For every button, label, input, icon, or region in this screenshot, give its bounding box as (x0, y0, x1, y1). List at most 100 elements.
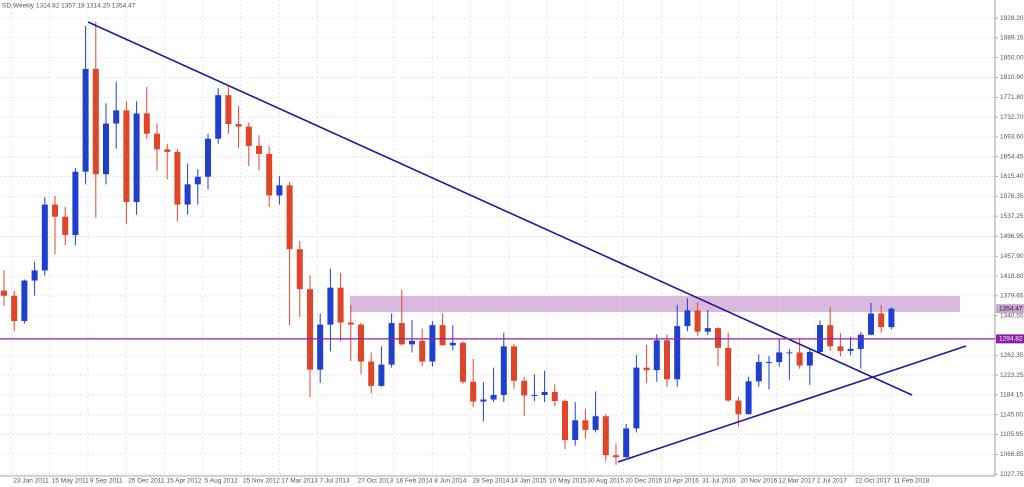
y-tick-label: 1771.80 (1000, 94, 1024, 101)
candle-body (82, 68, 89, 172)
y-tick-label: 1732.70 (1000, 114, 1024, 121)
price-label-box (996, 304, 1024, 314)
candle-body (225, 95, 232, 125)
candle-body (766, 362, 772, 364)
candle-body (684, 310, 691, 327)
candle-body (796, 352, 803, 366)
x-tick-label: 7 Jul 2013 (319, 478, 349, 485)
candle-body (123, 110, 130, 203)
candle-body (715, 328, 721, 348)
x-tick-label: 27 Oct 2013 (358, 478, 394, 485)
candle-body (358, 324, 364, 362)
candle-body (735, 400, 742, 415)
candle-body (837, 346, 844, 351)
x-tick-label: 16 Feb 2014 (396, 478, 433, 485)
candle-body (296, 249, 303, 290)
x-tick-label: 15 May 2011 (52, 478, 89, 485)
grid (0, 0, 995, 476)
candle-body (11, 295, 18, 322)
y-tick-label: 1889.15 (1000, 35, 1024, 42)
candle-body (256, 145, 262, 154)
down-trendline (87, 21, 913, 396)
x-tick-label: 22 Oct 2017 (855, 478, 891, 485)
y-tick-label: 1379.65 (1000, 293, 1024, 300)
candle-body (806, 351, 813, 366)
y-tick-label: 1184.15 (1000, 392, 1023, 399)
y-tick-label: 1810.90 (1000, 74, 1024, 81)
y-tick-label: 1850.00 (1000, 54, 1024, 61)
y-tick-label: 1223.25 (1000, 372, 1024, 379)
candle-body (307, 289, 313, 370)
candle-body (215, 95, 222, 139)
candle-body (419, 340, 426, 362)
candle-body (429, 325, 436, 362)
candle-body (551, 391, 558, 402)
candle-body (664, 340, 670, 380)
candle-body (602, 416, 609, 456)
x-tick-label: 31 Jul 2016 (702, 478, 736, 485)
candle-body (41, 204, 48, 271)
x-tick-label: 25 Nov 2012 (243, 478, 280, 485)
y-tick-label: 1027.75 (1000, 471, 1024, 478)
y-tick-label: 1145.00 (1000, 411, 1023, 418)
up-trendline (617, 345, 967, 463)
x-tick-label: 20 Nov 2016 (740, 478, 777, 485)
candle-body (888, 308, 895, 328)
candle-body (643, 367, 650, 371)
candle-body (541, 391, 548, 395)
x-tick-label: 30 Aug 2015 (587, 478, 624, 485)
x-tick-label: 15 Apr 2012 (166, 478, 201, 485)
candle-body (337, 287, 344, 323)
candle-body (633, 367, 640, 429)
candle-body (184, 184, 191, 205)
candle-body (347, 322, 354, 325)
level-label: 1294.82 (999, 336, 1023, 343)
y-tick-label: 1928.20 (1000, 15, 1024, 22)
candle-body (562, 401, 568, 441)
chart-title: SD,Weekly 1314.82 1357.18 1314.20 1354.4… (2, 3, 136, 10)
x-tick-label: 23 Jan 2011 (13, 478, 49, 485)
candle-body (460, 342, 466, 382)
x-tick-label: 2 Jul 2017 (817, 478, 847, 485)
candle-body (725, 347, 732, 401)
candle-body (674, 326, 681, 380)
candle-body (327, 287, 334, 325)
candle-body (827, 325, 834, 347)
candle-body (133, 113, 140, 203)
candle-body (276, 185, 283, 196)
candle-body (480, 399, 487, 402)
candle-body (847, 348, 854, 351)
candle-body (439, 325, 446, 346)
x-tick-label: 17 Mar 2013 (281, 478, 318, 485)
candle-body (378, 364, 385, 386)
candle-body (245, 126, 252, 146)
y-tick-label: 1537.25 (1000, 213, 1024, 220)
candle-body (92, 68, 99, 175)
x-tick-label: 28 Sep 2014 (473, 478, 510, 485)
candle-body (1, 290, 7, 296)
candle-body (572, 420, 579, 441)
y-tick-label: 1615.40 (1000, 173, 1024, 180)
candle-body (164, 149, 171, 152)
x-tick-label: 5 Aug 2012 (205, 478, 238, 485)
candle-body (511, 346, 517, 381)
candle-body (174, 151, 181, 205)
y-tick-label: 1693.60 (1000, 134, 1024, 141)
x-tick-label: 12 Mar 2017 (779, 478, 816, 485)
candle-body (103, 123, 109, 175)
y-tick-label: 1418.80 (1000, 273, 1024, 280)
candle-body (694, 310, 701, 332)
candle-body (868, 313, 874, 335)
candle-body (194, 176, 201, 185)
candle-body (500, 346, 507, 395)
candle-body (704, 328, 711, 332)
candles (1, 21, 895, 465)
candle-body (21, 280, 28, 322)
candle-body (113, 110, 120, 124)
x-tick-label: 18 Jan 2015 (511, 478, 547, 485)
candle-body (368, 361, 375, 386)
candle-body (31, 270, 38, 281)
candle-body (409, 340, 415, 345)
